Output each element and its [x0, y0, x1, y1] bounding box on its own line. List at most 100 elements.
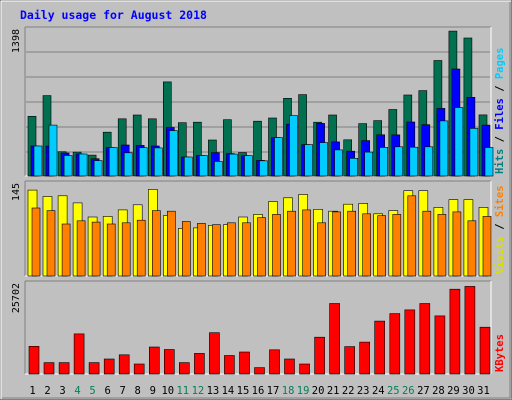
x-tick-label: 7 [120, 385, 126, 397]
panel-bottom: 25702 KBytes [11, 280, 506, 375]
bar-sites-day-29 [452, 211, 462, 277]
panel-middle: 145 Visits / Sites [11, 180, 506, 277]
bar-sites-day-6 [106, 223, 116, 277]
bar-kbytes-day-7 [118, 354, 130, 375]
bar-sites-day-14 [227, 222, 236, 277]
series-legend-bottom: KBytes [494, 334, 506, 372]
bar-kbytes-day-24 [374, 320, 386, 375]
bar-sites-day-5 [91, 221, 101, 277]
x-tick-label: 19 [297, 385, 310, 397]
bar-pages-day-31 [484, 147, 494, 177]
bar-sites-day-4 [76, 220, 86, 277]
bar-pages-day-21 [334, 149, 343, 177]
bar-kbytes-day-13 [209, 332, 220, 375]
series-legend-middle: Visits / Sites [494, 185, 506, 274]
legend-label: Files [494, 98, 506, 130]
x-tick-label: 31 [477, 385, 490, 397]
x-tick-label: 9 [150, 385, 156, 397]
bar-pages-day-10 [169, 130, 178, 177]
bar-pages-day-14 [229, 153, 238, 177]
panel-top: 1398 Hits / Files / Pages [11, 26, 506, 177]
bar-kbytes-day-23 [359, 341, 371, 375]
bar-kbytes-day-1 [28, 345, 40, 375]
bar-sites-day-28 [437, 214, 447, 277]
bar-pages-day-25 [394, 146, 404, 177]
bar-kbytes-day-27 [419, 303, 431, 375]
x-tick-label: 28 [432, 385, 445, 397]
x-tick-label: 22 [342, 385, 355, 397]
bar-pages-day-5 [93, 160, 103, 177]
bar-kbytes-day-17 [269, 349, 280, 375]
bar-kbytes-day-14 [224, 355, 235, 375]
x-tick-label: 30 [462, 385, 475, 397]
bar-pages-day-8 [138, 147, 148, 177]
legend-label: Visits [494, 236, 506, 274]
bar-sites-day-11 [182, 221, 191, 277]
bar-sites-day-8 [136, 219, 146, 277]
bar-pages-day-19 [304, 144, 313, 177]
bar-pages-day-2 [48, 124, 58, 177]
bar-sites-day-26 [407, 195, 417, 277]
bar-sites-day-10 [167, 210, 176, 277]
bar-pages-day-1 [33, 145, 43, 177]
bar-sites-day-1 [31, 207, 41, 277]
x-tick-label: 27 [417, 385, 430, 397]
bar-pages-day-26 [409, 146, 419, 177]
legend-label: KBytes [494, 334, 506, 372]
y-max-label: 1398 [11, 29, 22, 53]
bar-pages-day-24 [379, 147, 389, 177]
bar-pages-day-18 [289, 115, 298, 177]
bar-pages-day-20 [319, 142, 328, 177]
bar-kbytes-day-28 [434, 315, 446, 375]
bar-sites-day-2 [46, 210, 56, 277]
x-tick-label: 12 [192, 385, 205, 397]
bar-kbytes-day-21 [329, 303, 340, 375]
x-tick-label: 1 [29, 385, 35, 397]
x-tick-label: 13 [207, 385, 220, 397]
x-tick-label: 2 [44, 385, 50, 397]
bar-kbytes-day-22 [344, 346, 356, 375]
bar-kbytes-day-29 [449, 288, 461, 375]
legend-label: Pages [494, 48, 506, 80]
bar-sites-day-7 [121, 222, 131, 277]
bar-pages-day-9 [154, 147, 163, 177]
bar-sites-day-25 [392, 214, 402, 277]
x-tick-label: 26 [402, 385, 415, 397]
bar-pages-day-4 [78, 153, 88, 177]
bar-sites-day-31 [482, 216, 492, 277]
bar-pages-day-16 [259, 160, 268, 177]
y-max-label: 145 [11, 183, 22, 201]
bar-kbytes-day-11 [179, 362, 190, 375]
x-tick-label: 8 [135, 385, 141, 397]
bar-kbytes-day-18 [284, 358, 295, 375]
bar-kbytes-day-4 [73, 333, 85, 375]
bar-sites-day-16 [257, 217, 266, 277]
bar-pages-day-7 [123, 152, 133, 177]
bar-pages-day-30 [469, 128, 479, 177]
bar-kbytes-day-5 [88, 362, 100, 375]
bar-sites-day-3 [61, 223, 71, 277]
legend-label: Hits [494, 149, 506, 174]
bar-kbytes-day-25 [389, 313, 401, 375]
legend-label: / [494, 79, 506, 98]
bar-kbytes-day-26 [404, 309, 416, 375]
x-tick-label: 11 [176, 385, 189, 397]
bar-kbytes-day-19 [299, 363, 310, 375]
bar-kbytes-day-9 [149, 346, 160, 375]
bar-pages-day-28 [439, 120, 449, 177]
bar-pages-day-15 [244, 155, 253, 177]
bar-pages-day-29 [454, 107, 464, 177]
bar-kbytes-day-20 [314, 336, 325, 375]
y-max-label: 25702 [11, 283, 22, 313]
x-tick-label: 16 [252, 385, 265, 397]
bar-sites-day-9 [152, 210, 161, 277]
x-tick-label: 4 [74, 385, 80, 397]
bar-sites-day-22 [347, 210, 357, 277]
bar-sites-day-15 [242, 222, 251, 277]
bar-sites-day-13 [212, 224, 221, 277]
x-tick-label: 21 [327, 385, 340, 397]
bar-kbytes-day-30 [464, 286, 476, 375]
x-tick-label: 24 [372, 385, 385, 397]
bar-sites-day-12 [197, 223, 206, 277]
x-tick-label: 3 [59, 385, 65, 397]
